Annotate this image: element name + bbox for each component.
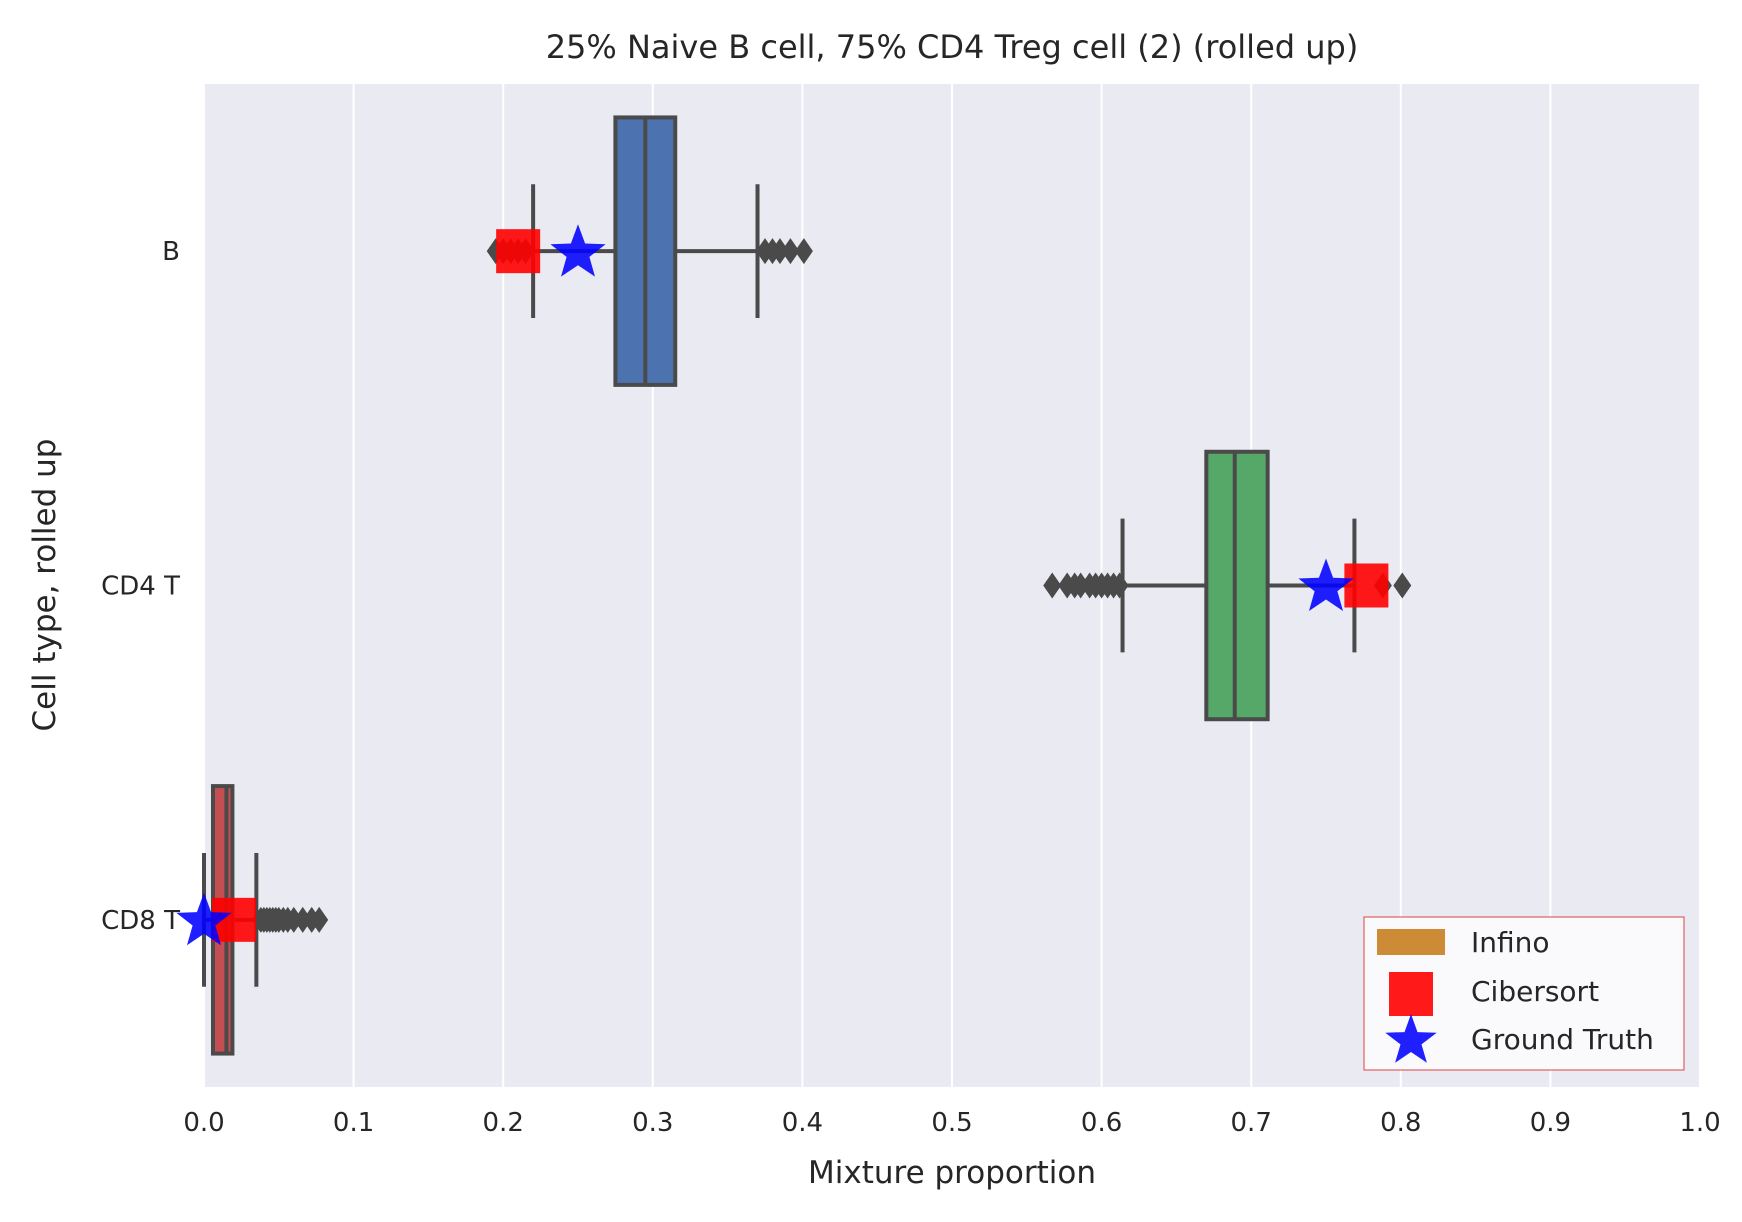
cibersort-marker [1344,563,1389,608]
x-tick-label: 0.7 [1231,1108,1272,1138]
box-b [486,115,813,387]
legend: Infino Cibersort Ground Truth [1363,916,1685,1071]
x-tick-label: 0.8 [1380,1108,1421,1138]
y-axis-label: Cell type, rolled up [27,439,63,732]
y-tick-label: B [162,237,180,267]
x-tick-label: 0.1 [333,1108,374,1138]
legend-cibersort-square [1389,972,1433,1016]
legend-cibersort-label: Cibersort [1471,975,1599,1008]
x-tick-label: 0.0 [183,1108,224,1138]
x-tick-label: 0.4 [782,1108,823,1138]
x-axis-label: Mixture proportion [808,1155,1096,1191]
outlier-point [310,906,329,933]
box-body [1204,449,1270,722]
legend-infino-label: Infino [1471,926,1550,959]
chart-title: 25% Naive B cell, 75% CD4 Treg cell (2) … [546,28,1359,66]
x-tick-label: 0.6 [1081,1108,1122,1138]
x-tick-label: 1.0 [1679,1108,1720,1138]
y-tick-labels: B CD4 T CD8 T [101,237,180,936]
legend-ground-truth-label: Ground Truth [1471,1023,1654,1056]
x-tick-label: 0.3 [632,1108,673,1138]
x-tick-labels: 0.0 0.1 0.2 0.3 0.4 0.5 0.6 0.7 0.8 0.9 1.0 [183,1108,1720,1138]
y-tick-label: CD4 T [101,572,180,602]
ground-truth-marker [550,224,606,277]
outlier-point [770,238,789,265]
ground-truth-marker [176,892,232,946]
cibersort-marker [496,229,541,274]
outlier-point [794,238,813,265]
y-tick-label: CD8 T [101,906,180,936]
point-markers [176,224,1389,946]
x-tick-label: 0.5 [931,1108,972,1138]
legend-ground-truth-star [1385,1014,1437,1063]
legend-infino-patch [1377,929,1445,955]
outlier-point [1393,572,1412,599]
box-cd4-t [1043,449,1412,722]
x-tick-label: 0.9 [1530,1108,1571,1138]
ground-truth-marker [1298,558,1354,611]
outlier-point [1043,572,1062,599]
outlier-point [781,238,800,265]
outlier-point [1110,572,1129,599]
x-tick-label: 0.2 [483,1108,524,1138]
